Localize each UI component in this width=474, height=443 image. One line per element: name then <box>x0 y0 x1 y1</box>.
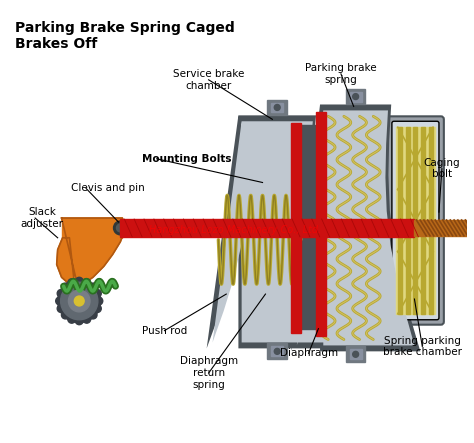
Bar <box>62 218 122 238</box>
Circle shape <box>58 279 101 323</box>
Circle shape <box>62 311 69 319</box>
Text: Slack
adjuster: Slack adjuster <box>20 207 64 229</box>
Text: Spring parking
brake chamber: Spring parking brake chamber <box>383 336 462 357</box>
Bar <box>396 127 404 314</box>
Circle shape <box>274 348 280 354</box>
Circle shape <box>89 311 97 319</box>
Bar <box>346 89 365 105</box>
Polygon shape <box>207 115 348 348</box>
Text: Caging
bolt: Caging bolt <box>424 158 460 179</box>
Circle shape <box>114 221 127 235</box>
Bar <box>350 92 362 101</box>
Bar <box>414 220 467 236</box>
Bar <box>267 343 287 359</box>
Text: Parking brake
spring: Parking brake spring <box>305 63 377 85</box>
Circle shape <box>353 93 358 100</box>
Bar <box>350 350 362 359</box>
Polygon shape <box>291 105 420 351</box>
Bar <box>421 127 425 314</box>
Circle shape <box>57 305 65 312</box>
Circle shape <box>274 105 280 110</box>
Text: Push rod: Push rod <box>142 326 187 336</box>
Text: Diaphragm: Diaphragm <box>280 348 337 358</box>
Text: Hangzhou Lozo Machinery Co., Ltd.: Hangzhou Lozo Machinery Co., Ltd. <box>149 225 321 235</box>
Bar <box>411 127 419 314</box>
Circle shape <box>83 279 91 287</box>
Bar <box>120 219 414 237</box>
Circle shape <box>89 283 97 291</box>
Bar <box>398 127 401 314</box>
Bar <box>301 125 317 329</box>
Text: Mounting Bolts: Mounting Bolts <box>142 154 231 164</box>
Bar <box>291 123 301 333</box>
Circle shape <box>62 283 69 291</box>
Text: Service brake
chamber: Service brake chamber <box>173 69 244 91</box>
Bar <box>346 346 365 362</box>
Circle shape <box>68 315 76 323</box>
Polygon shape <box>212 121 342 342</box>
Circle shape <box>68 279 76 287</box>
FancyBboxPatch shape <box>387 117 444 325</box>
Bar <box>271 346 283 356</box>
Circle shape <box>56 297 64 305</box>
Circle shape <box>93 305 101 312</box>
Bar <box>413 127 418 314</box>
Text: Clevis and pin: Clevis and pin <box>72 183 145 194</box>
FancyBboxPatch shape <box>392 121 439 320</box>
Bar <box>406 127 410 314</box>
Bar <box>419 127 427 314</box>
Polygon shape <box>57 218 125 309</box>
Text: Diaphragm
return
spring: Diaphragm return spring <box>180 357 237 390</box>
Polygon shape <box>297 110 414 346</box>
Circle shape <box>57 289 65 297</box>
Circle shape <box>93 289 101 297</box>
Circle shape <box>117 224 124 232</box>
Bar <box>404 127 411 314</box>
Circle shape <box>75 277 83 285</box>
Bar <box>271 102 283 113</box>
Text: Parking Brake Spring Caged
Brakes Off: Parking Brake Spring Caged Brakes Off <box>15 20 234 51</box>
Circle shape <box>83 315 91 323</box>
Circle shape <box>61 282 98 320</box>
Bar <box>267 100 287 115</box>
Bar <box>317 113 326 335</box>
Bar <box>429 127 433 314</box>
Circle shape <box>74 296 84 306</box>
Circle shape <box>95 297 103 305</box>
Bar <box>427 127 435 314</box>
Circle shape <box>75 317 83 325</box>
Circle shape <box>353 351 358 357</box>
Circle shape <box>68 290 90 312</box>
